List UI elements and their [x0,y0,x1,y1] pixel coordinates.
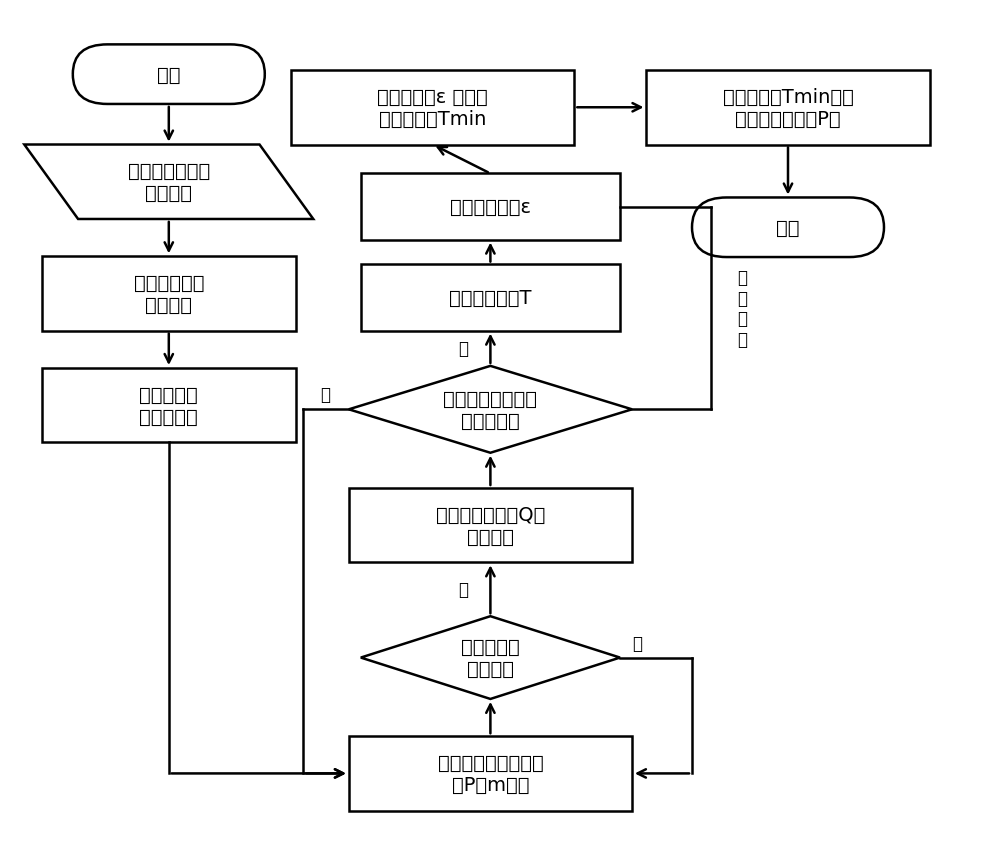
Text: 否: 否 [632,634,642,652]
Bar [646,71,930,146]
Bar [349,488,632,563]
FancyBboxPatch shape [692,198,884,257]
Text: 是: 是 [459,580,469,598]
Polygon shape [361,616,620,699]
Text: 迭
代
循
环: 迭 代 循 环 [737,269,747,349]
Text: 是: 是 [459,340,469,358]
Polygon shape [349,367,632,453]
Text: 两站预处理后的
点云输入: 两站预处理后的 点云输入 [128,162,210,203]
Text: 计算点云表面
估计法线: 计算点云表面 估计法线 [134,274,204,314]
Bar [42,369,296,443]
Text: 同名点对三角网是
否近似全等: 同名点对三角网是 否近似全等 [443,389,537,430]
FancyBboxPatch shape [73,46,265,105]
Text: 匹配基准站点云Q中
对应点对: 匹配基准站点云Q中 对应点对 [436,505,545,546]
Text: 将变换矩阵Tmin应用
到待配准站点云P上: 将变换矩阵Tmin应用 到待配准站点云P上 [723,88,853,128]
Bar [361,265,620,331]
Text: 开始: 开始 [157,65,181,84]
Text: 采样点是否
不都共线: 采样点是否 不都共线 [461,637,520,678]
Text: 估计变换矩阵T: 估计变换矩阵T [449,288,532,307]
Text: 筛选出误差ε 最小时
的变换矩阵Tmin: 筛选出误差ε 最小时 的变换矩阵Tmin [377,88,488,128]
Text: 否: 否 [320,386,330,404]
Polygon shape [24,146,313,220]
Text: 结束: 结束 [776,219,800,238]
Bar [42,257,296,331]
Bar [349,736,632,811]
Text: 随机采样待配准站点
云P中m个点: 随机采样待配准站点 云P中m个点 [438,753,543,794]
Bar [291,71,574,146]
Text: 计算配准误差ε: 计算配准误差ε [450,198,531,217]
Bar [361,174,620,240]
Text: 计算点特征
快速直方图: 计算点特征 快速直方图 [139,385,198,426]
